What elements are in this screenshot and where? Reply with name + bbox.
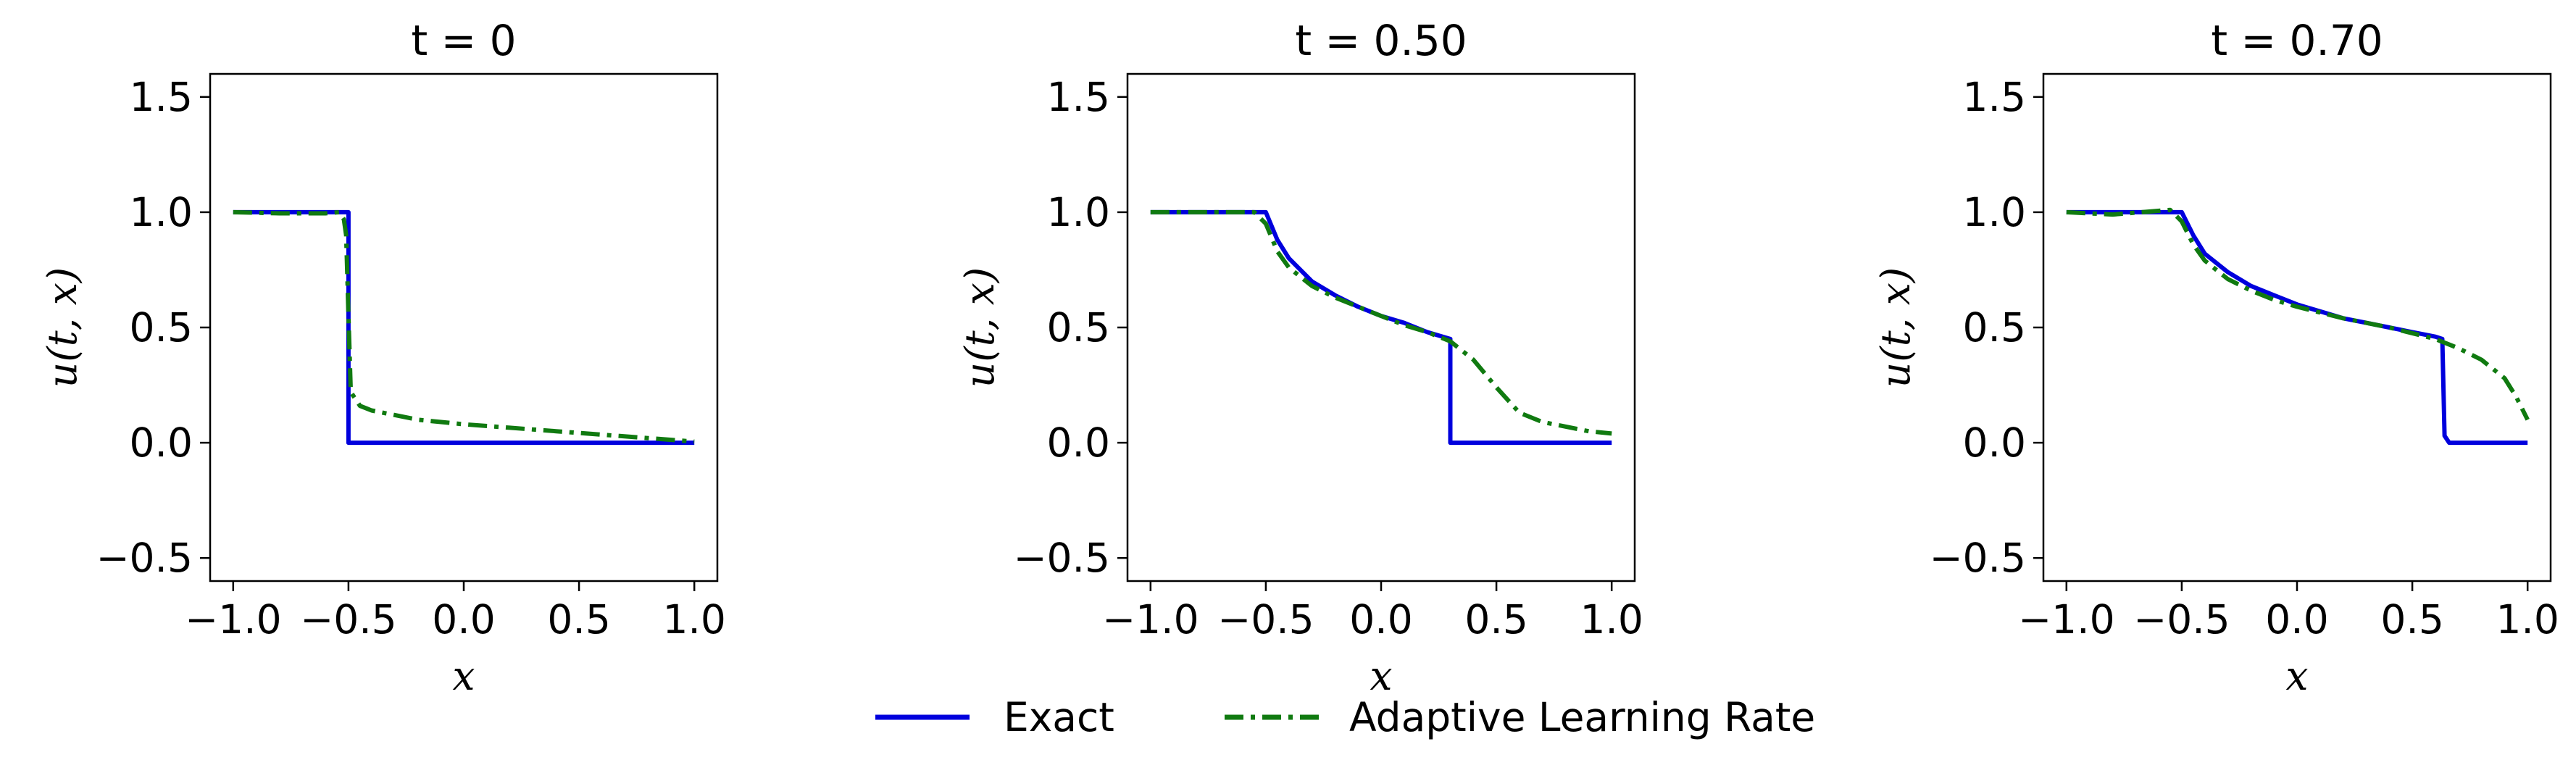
y-tick-label: −0.5 <box>1929 535 2026 581</box>
x-tick-label: 0.5 <box>1464 596 1527 643</box>
series-line-exact <box>2066 209 2528 446</box>
x-tick-label: 1.0 <box>662 596 725 643</box>
x-axis-label: x <box>452 653 475 699</box>
panel-title: t = 0.50 <box>1295 16 1467 65</box>
x-tick-label: 1.0 <box>2496 596 2559 643</box>
y-tick-label: −0.5 <box>1013 535 1110 581</box>
y-tick-label: 0.0 <box>1047 419 1110 466</box>
chart-panel-1: −1.0 −0.5 0.0 0.5 1.0 −0.5 0.0 0.5 1.0 1.5 t = 0 x u… <box>39 16 726 699</box>
x-tick-label: −0.5 <box>1217 596 1314 643</box>
series-line-adaptive-learning-rate <box>233 209 695 444</box>
x-tick-label: 0.0 <box>432 596 495 643</box>
y-tick-label: −0.5 <box>96 535 193 581</box>
x-tick-label: 0.5 <box>547 596 610 643</box>
y-axis-label: u(t, x) <box>1872 267 1919 388</box>
y-tick-label: 1.0 <box>130 189 193 235</box>
x-tick-label: −1.0 <box>185 596 282 643</box>
panel-title: t = 0 <box>411 16 516 65</box>
y-axis-label: u(t, x) <box>956 267 1003 388</box>
y-axis-label: u(t, x) <box>39 267 86 388</box>
x-tick-label: −0.5 <box>2133 596 2230 643</box>
plot-frame <box>1126 72 1636 582</box>
series-line-adaptive-learning-rate <box>1150 209 1612 436</box>
plot-frame <box>209 72 719 582</box>
y-tick-label: 0.5 <box>1047 304 1110 351</box>
series-line-exact <box>233 209 695 446</box>
panel-title: t = 0.70 <box>2211 16 2383 65</box>
y-tick-label: 1.5 <box>1963 74 2026 120</box>
y-tick-label: 1.0 <box>1963 189 2026 235</box>
chart-panel-2: −1.0 −0.5 0.0 0.5 1.0 −0.5 0.0 0.5 1.0 1.5 t = 0.5… <box>956 16 1643 699</box>
x-tick-label: 0.0 <box>1349 596 1412 643</box>
legend-label-exact: Exact <box>1004 694 1114 740</box>
series-line-adaptive-learning-rate <box>2066 207 2530 421</box>
x-tick-label: 1.0 <box>1580 596 1643 643</box>
y-tick-label: 1.5 <box>1047 74 1110 120</box>
y-tick-label: 1.0 <box>1047 189 1110 235</box>
x-axis-label: x <box>1370 653 1392 699</box>
y-tick-label: 1.5 <box>130 74 193 120</box>
x-axis-label: x <box>2285 653 2308 699</box>
y-tick-label: 0.5 <box>1963 304 2026 351</box>
plot-frame <box>2042 72 2552 582</box>
x-tick-label: −1.0 <box>2018 596 2115 643</box>
chart-panel-3: −1.0 −0.5 0.0 0.5 1.0 −0.5 0.0 0.5 1.0 1.5 t = 0.7… <box>1872 16 2559 699</box>
x-tick-label: 0.5 <box>2380 596 2443 643</box>
x-tick-label: −1.0 <box>1102 596 1199 643</box>
y-tick-label: 0.5 <box>130 304 193 351</box>
x-tick-label: −0.5 <box>300 596 397 643</box>
x-tick-label: 0.0 <box>2265 596 2328 643</box>
legend-label-adaptive-learning-rate: Adaptive Learning Rate <box>1349 694 1815 740</box>
y-tick-label: 0.0 <box>1963 419 2026 466</box>
series-line-exact <box>1150 209 1612 446</box>
legend: Exact Adaptive Learning Rate <box>875 694 1815 740</box>
y-tick-label: 0.0 <box>130 419 193 466</box>
